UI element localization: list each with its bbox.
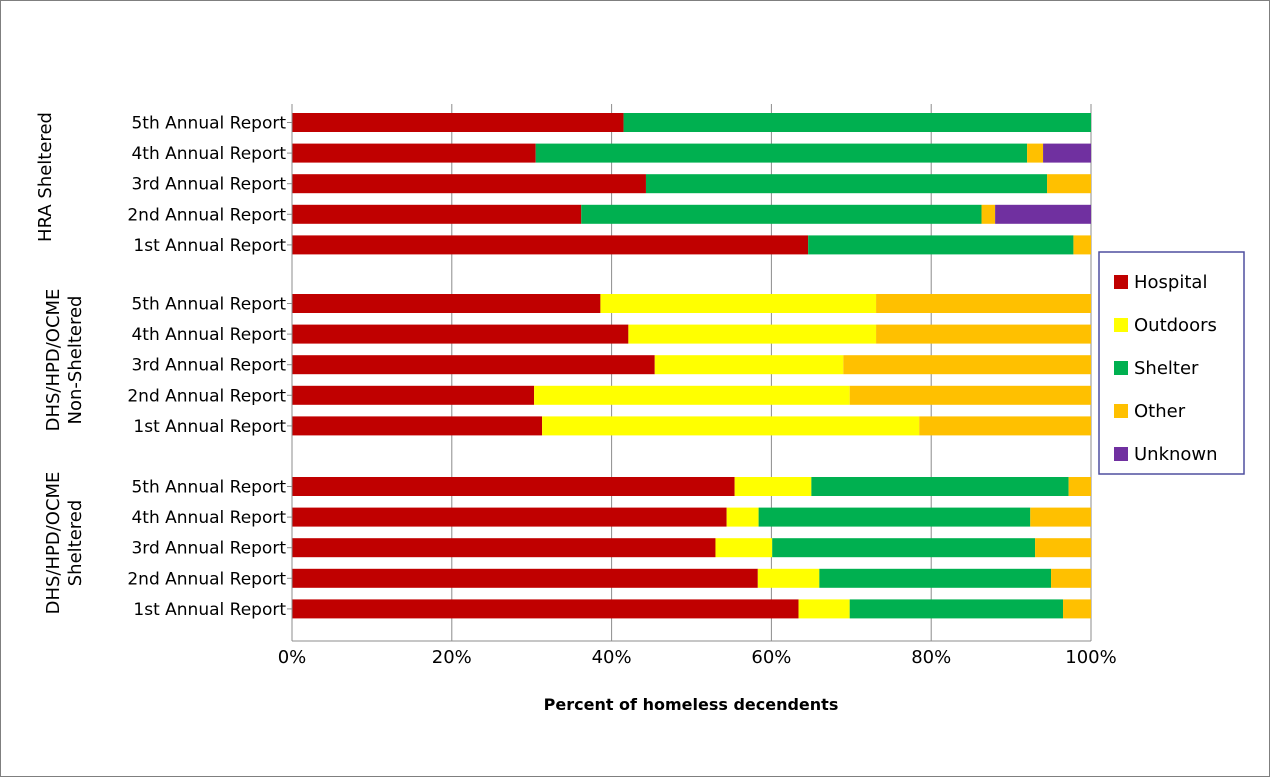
category-label: 4th Annual Report [131,508,286,528]
category-label: 5th Annual Report [131,295,286,315]
x-tick-label: 100% [1065,647,1116,668]
bar-segment-outdoors [726,507,759,527]
legend-label-shelter: Shelter [1134,358,1199,379]
legend-label-hospital: Hospital [1134,272,1207,293]
bar-segment-hospital [292,507,727,527]
x-tick-label: 20% [432,647,472,668]
bar-segment-other [1063,599,1091,619]
x-tick-label: 0% [278,647,307,668]
x-axis-title: Percent of homeless decendents [544,695,839,714]
bar-segment-outdoors [715,538,773,558]
bar-segment-other [919,416,1091,436]
axis-layer [287,104,1091,642]
bar-segment-other [876,324,1091,344]
bar-segment-shelter [535,143,1028,163]
bar-segment-other [876,294,1091,313]
bar-segment-shelter [772,538,1036,558]
category-label: 5th Annual Report [131,478,286,498]
x-tick-label: 40% [592,647,632,668]
bar-segment-outdoors [534,385,850,405]
category-label: 4th Annual Report [131,144,286,164]
bar-segment-other [843,355,1091,375]
legend: Hospital Outdoors Shelter Other Unknown [1098,251,1245,475]
bar-segment-hospital [292,538,716,558]
category-label: 4th Annual Report [131,325,286,345]
bar-segment-hospital [292,143,536,163]
category-label: 1st Annual Report [133,417,286,437]
bar-segment-shelter [849,599,1064,619]
group-label-line: Sheltered [65,500,86,587]
category-label: 2nd Annual Report [127,569,286,589]
category-label: 1st Annual Report [133,600,286,620]
bar-segment-outdoors [734,477,812,496]
x-tick-label: 60% [751,647,791,668]
bar-segment-hospital [292,294,601,313]
x-tick-label: 80% [911,647,951,668]
bar-segment-other [1035,538,1091,558]
bar-segment-shelter [808,235,1074,255]
bar-segment-shelter [623,113,1091,132]
bar-segment-outdoors [600,294,877,313]
bar-segment-hospital [292,113,624,132]
group-label-line: HRA Sheltered [35,112,56,242]
bar-segment-unknown [995,204,1091,224]
bar-segment-other [981,204,996,224]
bar-segment-outdoors [628,324,877,344]
bar-segment-shelter [581,204,982,224]
group-label: DHS/HPD/OCMESheltered [43,472,86,615]
bar-segment-hospital [292,324,629,344]
bar-segment-hospital [292,599,799,619]
category-label: 5th Annual Report [131,114,286,134]
bar-segment-outdoors [757,568,820,588]
bar-segment-other [849,385,1091,405]
bar-segment-outdoors [542,416,920,436]
group-label: DHS/HPD/OCMENon-Sheltered [43,289,86,432]
legend-swatch-other [1114,404,1128,418]
category-label: 3rd Annual Report [131,175,286,195]
category-label: 2nd Annual Report [127,386,286,406]
bar-segment-hospital [292,174,646,194]
bar-segment-shelter [758,507,1031,527]
bar-segment-shelter [819,568,1052,588]
bar-segment-shelter [811,477,1069,496]
legend-swatch-shelter [1114,361,1128,375]
bar-segment-other [1051,568,1091,588]
legend-swatch-unknown [1114,447,1128,461]
legend-label-outdoors: Outdoors [1134,315,1217,336]
category-label: 1st Annual Report [133,236,286,256]
legend-label-other: Other [1134,401,1186,422]
legend-swatch-hospital [1114,275,1128,289]
bar-segment-hospital [292,355,655,375]
bar-segment-hospital [292,416,543,436]
bar-segment-shelter [645,174,1048,194]
bar-segment-hospital [292,204,582,224]
bar-segment-unknown [1043,143,1091,163]
group-label-line: DHS/HPD/OCME [43,289,64,432]
bar-segment-hospital [292,568,758,588]
legend-label-unknown: Unknown [1134,444,1218,465]
bar-segment-other [1027,143,1044,163]
bar-segment-hospital [292,235,809,255]
category-label: 2nd Annual Report [127,205,286,225]
category-label: 3rd Annual Report [131,356,286,376]
label-layer: 0% 20% 40% 60% 80% 100% 5th Annual Report 4th A… [35,112,1117,668]
group-label: HRA Sheltered [35,112,56,242]
bar-segment-hospital [292,385,535,405]
legend-swatch-outdoors [1114,318,1128,332]
bar-layer [292,113,1091,619]
bar-segment-other [1030,507,1091,527]
category-label: 3rd Annual Report [131,539,286,559]
bar-segment-other [1068,477,1091,496]
bar-segment-other [1047,174,1091,194]
bar-segment-outdoors [798,599,850,619]
group-label-line: Non-Sheltered [65,296,86,425]
bar-segment-hospital [292,477,735,496]
group-label-line: DHS/HPD/OCME [43,472,64,615]
bar-segment-other [1073,235,1091,255]
bar-segment-outdoors [654,355,844,375]
